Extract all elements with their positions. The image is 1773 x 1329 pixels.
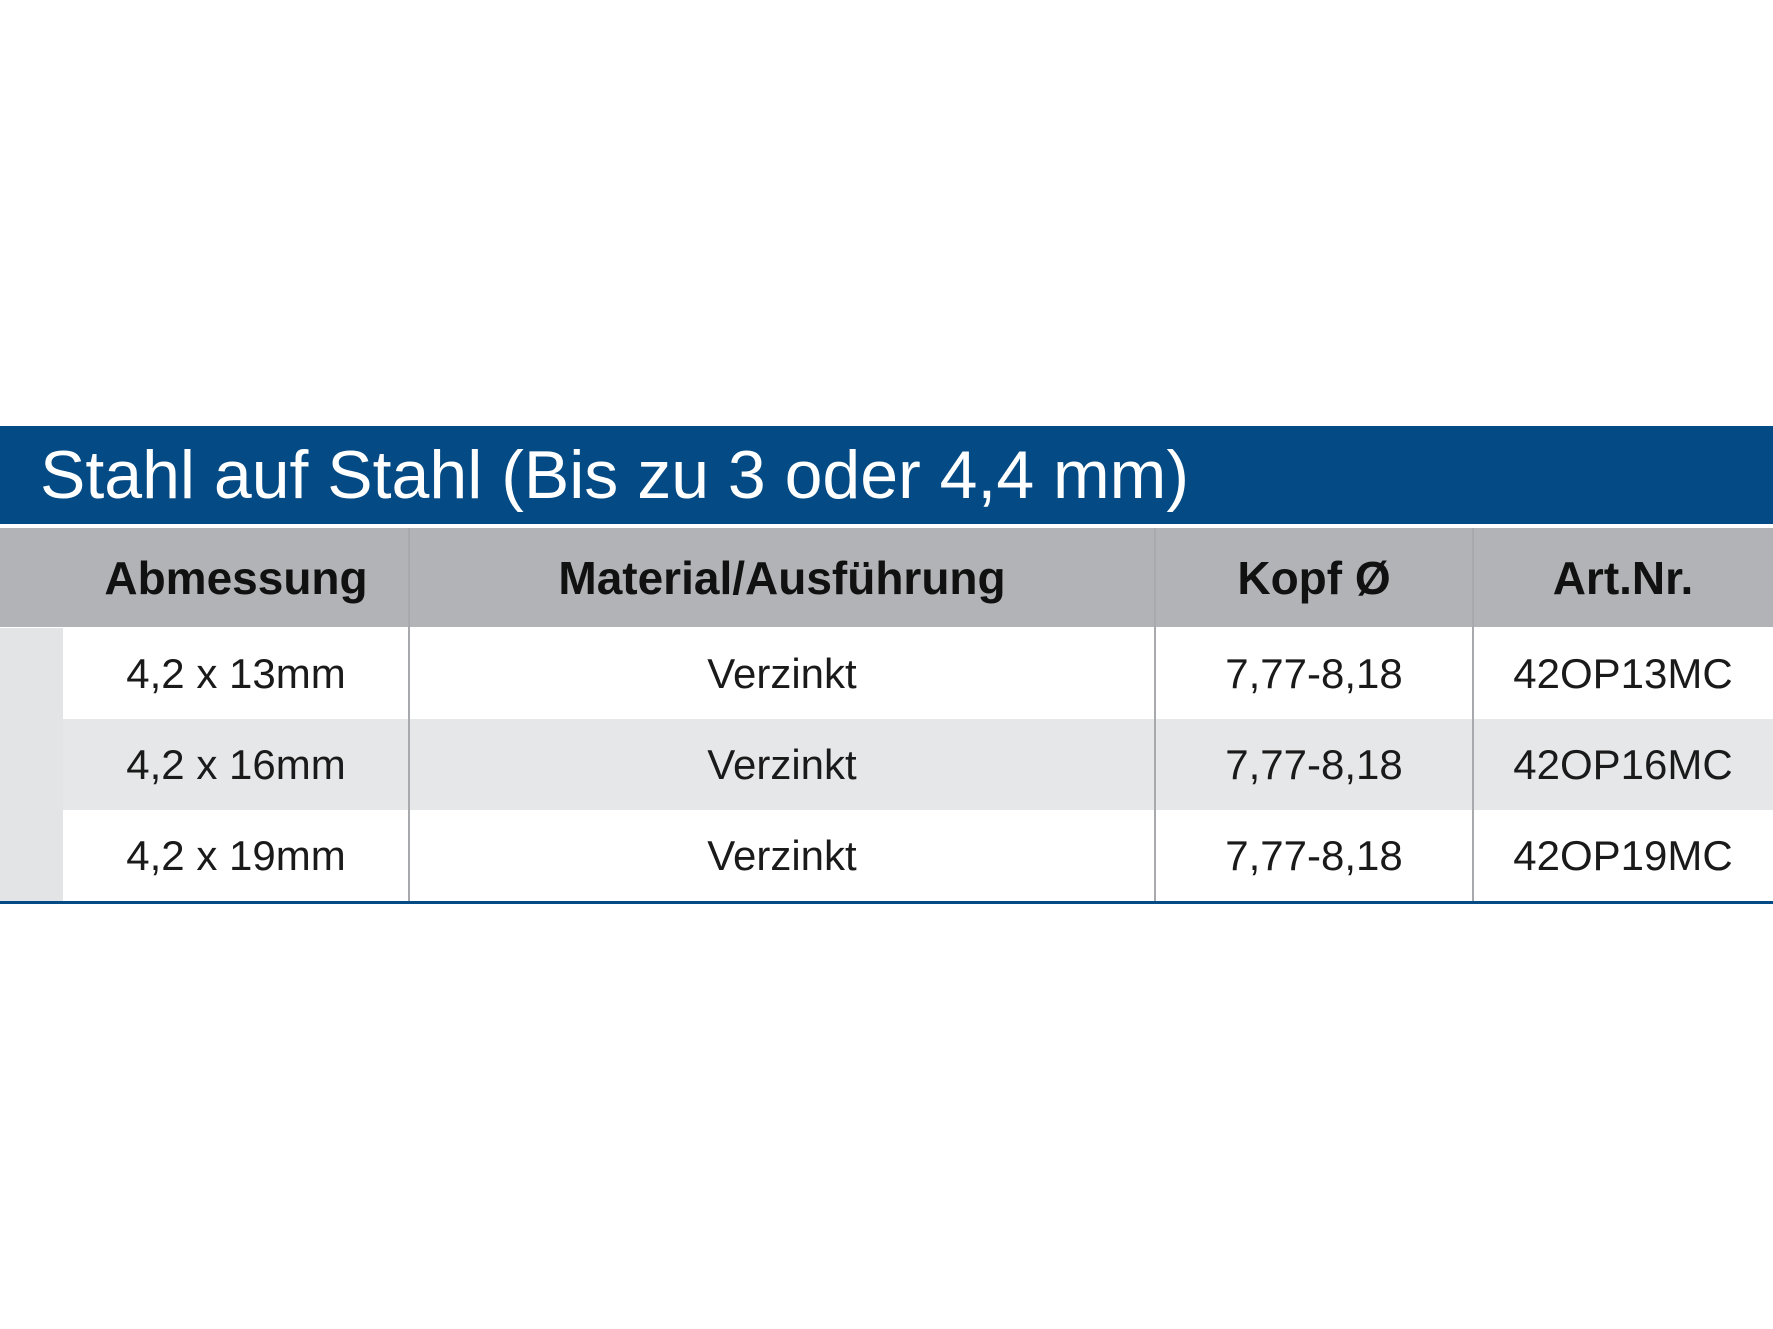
table-cell: 4,2 x 13mm <box>126 649 346 697</box>
table-cell: 7,77-8,18 <box>1225 740 1403 788</box>
header-row <box>0 528 1773 627</box>
row-strip <box>0 719 63 810</box>
column-divider <box>1472 528 1474 901</box>
row-strip <box>0 628 63 719</box>
table-cell: 42OP19MC <box>1513 831 1733 879</box>
row-strip <box>0 810 63 901</box>
table-cell: 42OP13MC <box>1513 649 1733 697</box>
header-cell: Abmessung <box>104 551 368 604</box>
table-cell: 4,2 x 16mm <box>126 740 346 788</box>
header-cell: Kopf Ø <box>1237 551 1391 604</box>
title-bar <box>0 426 1773 524</box>
table-cell: Verzinkt <box>707 831 857 879</box>
column-divider <box>408 528 410 901</box>
table-cell: 7,77-8,18 <box>1225 831 1403 879</box>
title: Stahl auf Stahl (Bis zu 3 oder 4,4 mm) <box>40 437 1189 513</box>
table-cell: Verzinkt <box>707 740 857 788</box>
column-divider <box>1154 528 1156 901</box>
table-cell: 42OP16MC <box>1513 740 1733 788</box>
header-cell: Material/Ausführung <box>558 551 1006 604</box>
table-cell: Verzinkt <box>707 649 857 697</box>
table-row <box>0 810 1773 901</box>
table-cell: 4,2 x 19mm <box>126 831 346 879</box>
table-cell: 7,77-8,18 <box>1225 649 1403 697</box>
table-row <box>0 628 1773 719</box>
bottom-rule <box>0 901 1773 904</box>
header-cell: Art.Nr. <box>1552 551 1694 604</box>
table-row <box>0 719 1773 810</box>
